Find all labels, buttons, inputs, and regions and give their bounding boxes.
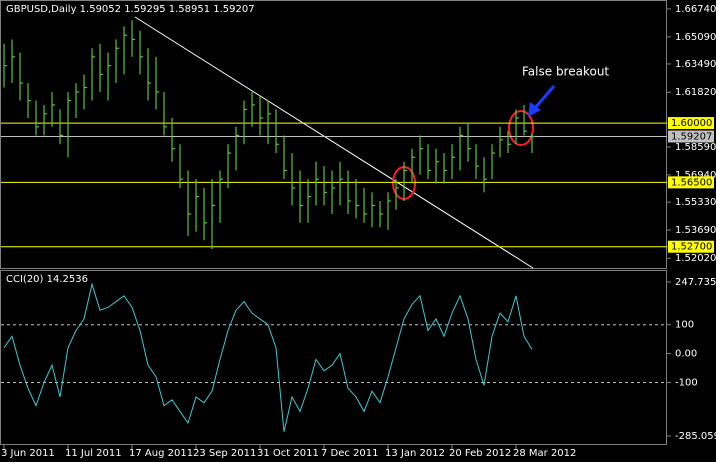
annotation: False breakout bbox=[522, 65, 609, 79]
y-tick-label: 0.00 bbox=[675, 349, 697, 360]
y-tick-label: 1.66740 bbox=[675, 4, 716, 15]
y-tick-label: 1.65090 bbox=[675, 32, 716, 43]
arrow-head bbox=[528, 102, 541, 117]
y-tick-label: 1.63490 bbox=[675, 59, 716, 70]
y-tick-label: 1.52020 bbox=[675, 253, 716, 264]
level-label: 1.52700 bbox=[671, 242, 712, 253]
y-tick-label: 1.61820 bbox=[675, 87, 716, 98]
x-tick-label: 20 Feb 2012 bbox=[449, 448, 511, 459]
x-tick-label: 11 Jul 2011 bbox=[65, 448, 122, 459]
x-tick-label: 3 Jun 2011 bbox=[1, 448, 55, 459]
x-tick-label: 23 Sep 2011 bbox=[193, 448, 256, 459]
x-tick-label: 13 Jan 2012 bbox=[385, 448, 445, 459]
y-tick-label: 1.55330 bbox=[675, 197, 716, 208]
level-label-box bbox=[668, 117, 714, 130]
trend-line bbox=[134, 16, 534, 269]
y-tick-label: -285.059 bbox=[675, 431, 716, 442]
level-label-box bbox=[668, 240, 714, 253]
level-label-box bbox=[668, 176, 714, 189]
cci-line bbox=[3, 282, 533, 432]
x-tick-label: 28 Mar 2012 bbox=[513, 448, 576, 459]
level-label: 1.59207 bbox=[671, 132, 712, 143]
level-label: 1.60000 bbox=[671, 118, 712, 129]
y-tick-label: -100 bbox=[675, 378, 698, 389]
price-panel bbox=[0, 0, 667, 269]
y-tick-label: 247.7357 bbox=[675, 277, 716, 288]
y-tick-label: 100 bbox=[675, 320, 694, 331]
x-tick-label: 31 Oct 2011 bbox=[257, 448, 319, 459]
y-tick-label: 1.58590 bbox=[675, 142, 716, 153]
cci-panel bbox=[0, 270, 667, 445]
y-tick-label: 1.56940 bbox=[675, 170, 716, 181]
highlight-circle bbox=[508, 110, 534, 146]
chart-title: GBPUSD,Daily 1.59052 1.59295 1.58951 1.5… bbox=[6, 4, 255, 15]
x-tick-label: 7 Dec 2011 bbox=[321, 448, 379, 459]
y-tick-label: 1.53690 bbox=[675, 225, 716, 236]
x-tick-label: 17 Aug 2011 bbox=[129, 448, 193, 459]
indicator-title: CCI(20) 14.2536 bbox=[6, 274, 88, 285]
arrow bbox=[533, 85, 556, 109]
level-label-box bbox=[668, 130, 714, 143]
level-label: 1.56500 bbox=[671, 177, 712, 188]
